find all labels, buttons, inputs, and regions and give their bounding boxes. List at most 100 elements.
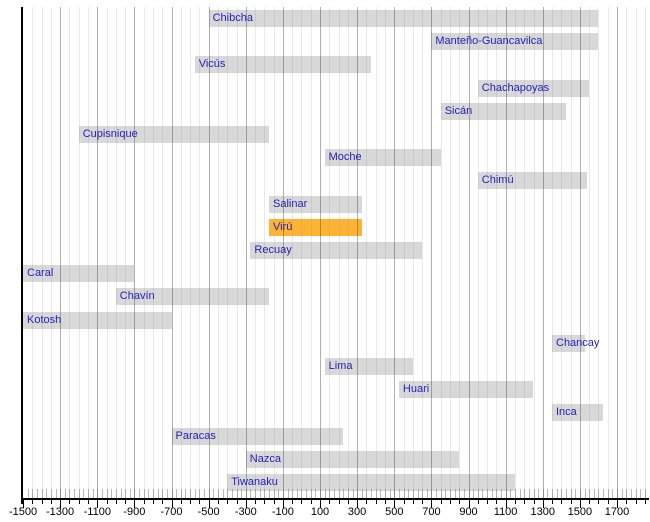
scale-minor-tick [27, 489, 29, 498]
culture-label[interactable]: Caral [27, 267, 54, 279]
scale-minor-tick [463, 489, 465, 498]
scale-minor-tick [41, 489, 43, 498]
culture-label[interactable]: Huari [402, 383, 430, 395]
axis-tick-minor [273, 500, 275, 504]
gridline-minor [459, 7, 461, 498]
culture-label[interactable]: Chancay [556, 337, 600, 349]
culture-label[interactable]: Chachapoyas [481, 82, 550, 94]
axis-tick-minor [403, 500, 405, 504]
scale-minor-tick [92, 489, 94, 498]
culture-label[interactable]: Nazca [249, 453, 281, 465]
gridline-major [431, 7, 433, 498]
gridline-minor [292, 7, 294, 498]
scale-minor-tick [176, 489, 178, 498]
timeline-bar-nazca [245, 451, 460, 468]
timeline-bar-salinar [269, 196, 362, 213]
axis-tick-label: -500 [197, 506, 220, 518]
scale-minor-tick [431, 489, 433, 498]
scale-minor-tick [115, 489, 117, 498]
scale-minor-tick [408, 489, 410, 498]
scale-minor-tick [255, 489, 256, 498]
gridline-major [282, 7, 284, 498]
timeline-bar-chibcha [208, 10, 599, 27]
culture-label[interactable]: Cupisnique [82, 128, 138, 140]
scale-minor-tick [60, 489, 62, 498]
timeline-bar-inca [552, 404, 603, 421]
axis-tick-label: -1100 [83, 506, 111, 518]
culture-label[interactable]: Chibcha [212, 12, 253, 24]
culture-label[interactable]: Kotosh [27, 314, 62, 326]
scale-minor-tick [389, 489, 391, 498]
timeline-bar-mante-o-guancavilca [431, 33, 599, 50]
culture-label[interactable]: Lima [328, 360, 353, 372]
scale-minor-tick [278, 489, 280, 498]
gridline-minor [69, 7, 71, 498]
scale-minor-tick [296, 489, 298, 498]
scale-minor-tick [630, 489, 632, 498]
gridline-minor [644, 7, 646, 498]
scale-minor-tick [282, 489, 284, 498]
scale-minor-tick [566, 489, 567, 498]
scale-minor-tick [510, 489, 512, 498]
scale-minor-tick [473, 489, 475, 498]
axis-tick-minor [236, 500, 238, 504]
scale-minor-tick [74, 489, 75, 498]
gridline-major [171, 7, 173, 498]
axis-tick-major [97, 500, 99, 508]
scale-minor-tick [579, 489, 581, 498]
scale-minor-tick [459, 489, 461, 498]
culture-label[interactable]: Tiwanaku [231, 476, 278, 488]
scale-minor-tick [208, 489, 210, 498]
timeline-bar-vic-s [194, 56, 371, 73]
axis-tick-minor [459, 500, 461, 504]
culture-label[interactable]: Moche [328, 151, 362, 163]
scale-minor-tick [343, 489, 345, 498]
scale-minor-tick [250, 489, 252, 498]
axis-tick-minor [106, 500, 108, 504]
culture-label[interactable]: Paracas [175, 430, 216, 442]
culture-label[interactable]: Inca [556, 406, 577, 418]
scale-minor-tick [398, 489, 400, 498]
gridline-major [97, 7, 99, 498]
culture-label[interactable]: Vicús [198, 58, 226, 70]
axis-tick-minor [552, 500, 553, 504]
axis-tick-label: -300 [234, 506, 257, 518]
axis-tick-label: 500 [385, 506, 404, 518]
scale-minor-tick [152, 489, 154, 498]
scale-minor-tick [501, 489, 502, 498]
scale-minor-tick [440, 489, 442, 498]
gridline-minor [264, 7, 266, 498]
scale-minor-tick [139, 489, 140, 498]
scale-minor-tick [88, 489, 89, 498]
culture-label[interactable]: Virú [273, 221, 293, 233]
scale-minor-tick [315, 489, 317, 498]
axis-tick-label: 300 [347, 506, 367, 518]
scale-minor-tick [617, 489, 618, 498]
scale-minor-tick [171, 489, 173, 498]
axis-tick-minor [607, 500, 609, 504]
gridline-minor [440, 7, 442, 498]
scale-minor-tick [301, 489, 303, 498]
culture-label[interactable]: Sicán [444, 105, 473, 117]
gridline-minor [190, 7, 192, 498]
culture-label[interactable]: Salinar [273, 198, 308, 210]
culture-label[interactable]: Chimú [481, 174, 514, 186]
gridline-minor [487, 7, 489, 498]
scale-minor-tick [310, 489, 312, 498]
timeline-bar-paracas [171, 428, 344, 445]
axis-tick-minor [255, 500, 256, 504]
gridline-minor [524, 7, 526, 498]
culture-label[interactable]: Recuay [254, 244, 292, 256]
scale-minor-tick [32, 489, 34, 498]
scale-minor-tick [552, 489, 553, 498]
gridline-minor [385, 7, 386, 498]
axis-tick-minor [162, 500, 164, 504]
scale-minor-tick [366, 489, 368, 498]
axis-tick-label: 1300 [530, 506, 556, 518]
culture-label[interactable]: Chavín [119, 290, 155, 302]
culture-label[interactable]: Manteño-Guancavilca [435, 35, 543, 47]
scale-minor-tick [514, 489, 516, 498]
axis-tick-minor [199, 500, 201, 504]
axis-tick-minor [338, 500, 340, 504]
